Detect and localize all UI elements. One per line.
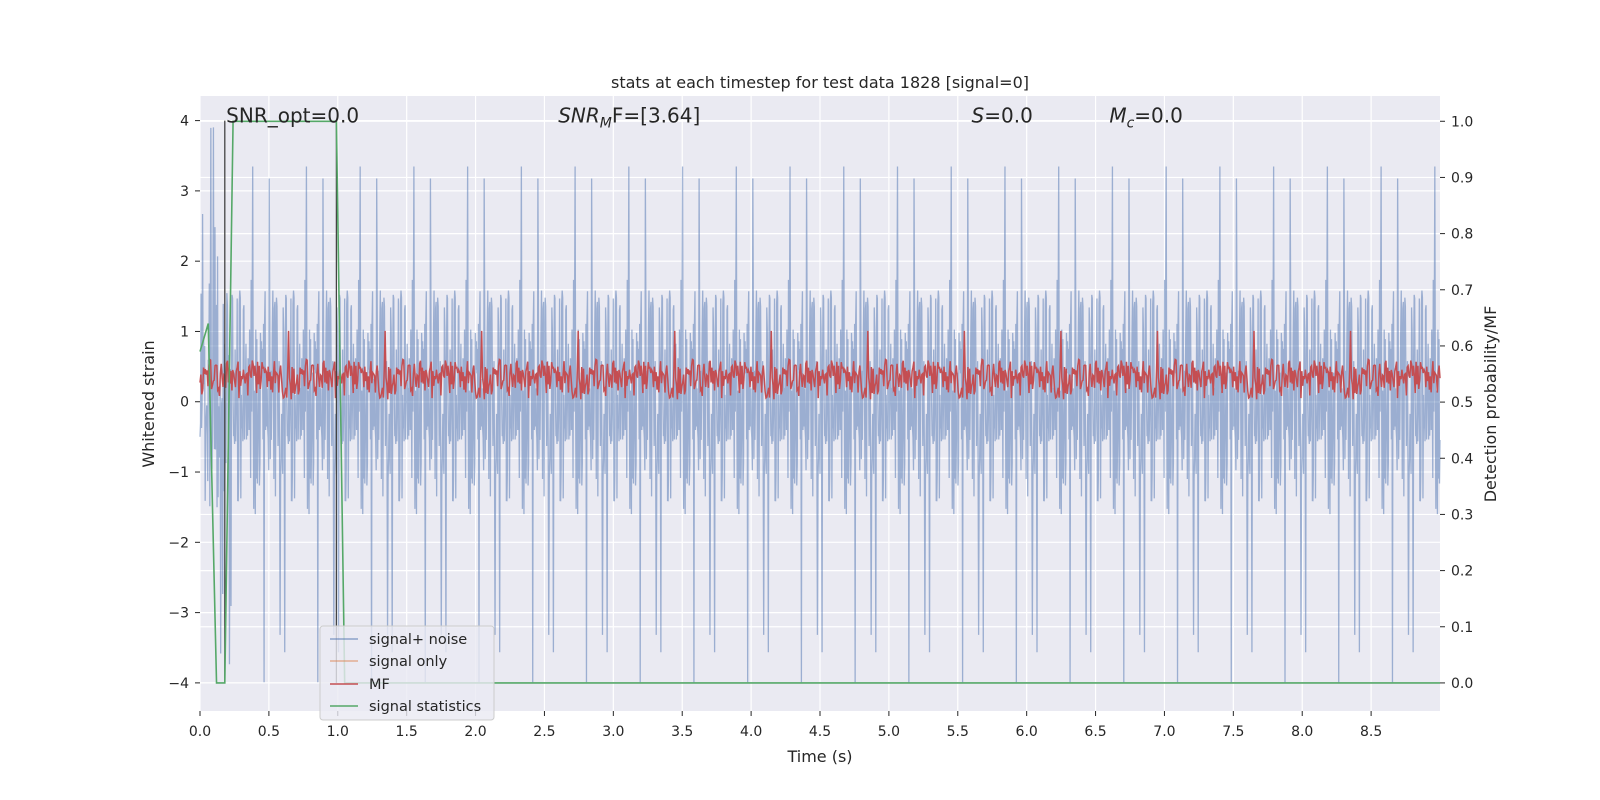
y2-axis-label: Detection probability/MF: [1481, 306, 1500, 503]
x-tick-label: 2.5: [533, 724, 555, 740]
x-tick-label: 3.5: [671, 724, 693, 740]
y-tick-label: −4: [168, 676, 189, 692]
chart-title: stats at each timestep for test data 182…: [611, 73, 1029, 92]
y-tick-label: 1: [180, 324, 189, 340]
x-tick-label: 1.0: [327, 724, 349, 740]
y-tick-label: −1: [168, 465, 189, 481]
y-tick-label: −2: [168, 535, 189, 551]
legend: signal+ noise signal only MF signal stat…: [319, 625, 495, 721]
x-tick-label: 8.5: [1360, 724, 1382, 740]
y2-tick-label: 0.9: [1451, 170, 1473, 186]
y2-tick-label: 0.0: [1451, 676, 1473, 692]
annotations: SNR_opt=0.0 SNRMF=[3.64] S=0.0 Mc=0.0: [226, 104, 1183, 132]
annotation-mc: Mc=0.0: [1109, 104, 1183, 132]
x-tick-label: 0.0: [189, 724, 211, 740]
series-mf-line: [199, 330, 1441, 400]
legend-label-mf: MF: [369, 677, 390, 693]
x-axis-label: Time (s): [786, 747, 852, 766]
ticks: 0.0 0.5 1.0 1.5 2.0 2.5 3.0 3.5 4.0 4.5 5.0 5.5 6.0 6…: [168, 114, 1473, 740]
annotation-snr-mf: SNRMF=[3.64]: [558, 104, 700, 132]
x-tick-label: 0.5: [258, 724, 280, 740]
x-tick-label: 6.5: [1084, 724, 1106, 740]
x-tick-label: 6.0: [1016, 724, 1038, 740]
legend-label-signal-only: signal only: [369, 654, 448, 670]
x-tick-label: 1.5: [396, 724, 418, 740]
y2-tick-label: 0.3: [1451, 507, 1473, 523]
y2-tick-label: 0.4: [1451, 451, 1473, 467]
x-tick-label: 4.5: [809, 724, 831, 740]
legend-label-signal-statistics: signal statistics: [369, 699, 481, 715]
x-tick-label: 7.5: [1222, 724, 1244, 740]
y-tick-label: −3: [168, 606, 189, 622]
annotation-snr-opt: SNR_opt=0.0: [226, 104, 359, 128]
legend-label-signal-noise: signal+ noise: [369, 632, 467, 648]
y2-tick-label: 0.1: [1451, 620, 1473, 636]
y2-tick-label: 1.0: [1451, 114, 1473, 130]
x-tick-label: 3.0: [602, 724, 624, 740]
y-tick-label: 2: [180, 254, 189, 270]
y-axis-label: Whitened strain: [139, 340, 158, 467]
x-tick-label: 8.0: [1291, 724, 1313, 740]
x-tick-label: 5.5: [947, 724, 969, 740]
x-tick-label: 2.0: [464, 724, 486, 740]
y2-tick-label: 0.8: [1451, 227, 1473, 243]
y2-tick-label: 0.5: [1451, 395, 1473, 411]
y-tick-label: 3: [180, 184, 189, 200]
y2-tick-label: 0.2: [1451, 564, 1473, 580]
y-tick-label: 4: [180, 114, 189, 130]
y2-tick-label: 0.6: [1451, 339, 1473, 355]
x-tick-label: 4.0: [740, 724, 762, 740]
x-tick-label: 7.0: [1153, 724, 1175, 740]
y2-tick-label: 0.7: [1451, 283, 1473, 299]
annotation-s: S=0.0: [972, 104, 1033, 128]
x-tick-label: 5.0: [878, 724, 900, 740]
legend-box: [319, 625, 495, 721]
y-tick-label: 0: [180, 395, 189, 411]
